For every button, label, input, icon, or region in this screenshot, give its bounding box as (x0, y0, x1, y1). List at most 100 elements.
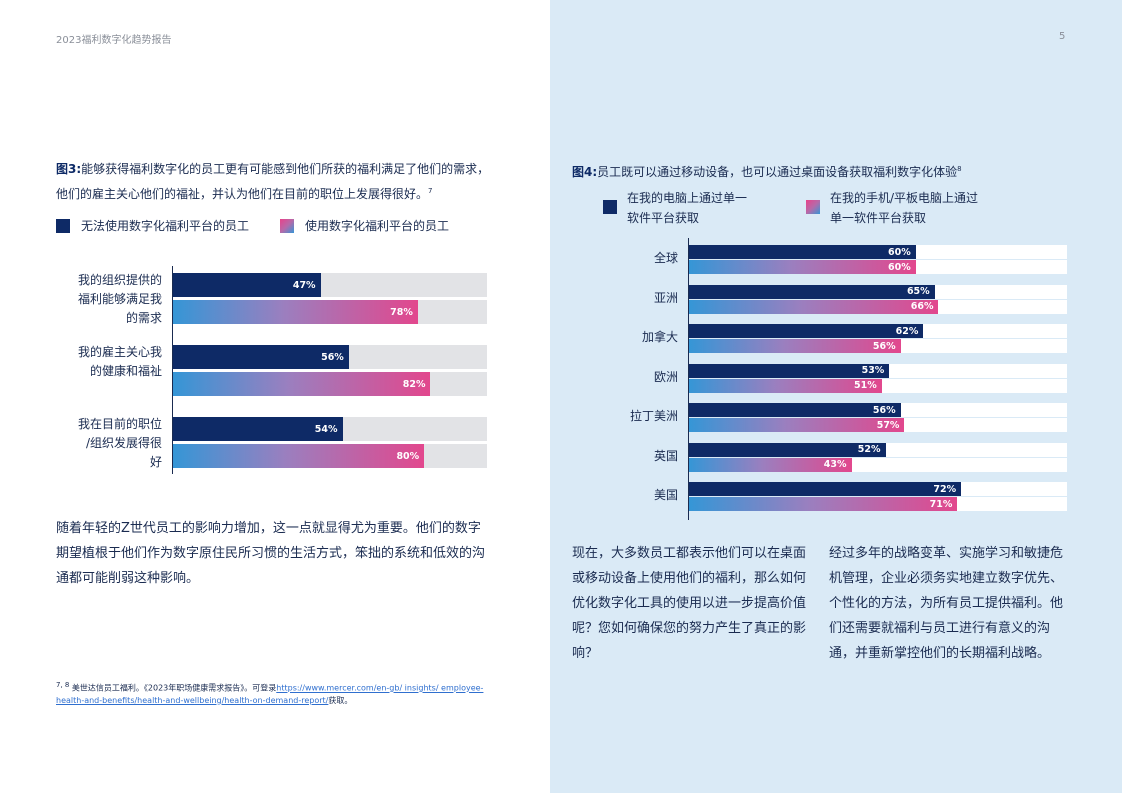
fig4-legend-a-label: 在我的电脑上通过单一软件平台获取 (627, 191, 748, 225)
bar-series-a: 47% (173, 273, 321, 297)
bar-track: 78% (173, 300, 487, 324)
bar-track: 62% (689, 324, 1067, 338)
data-label: 56% (321, 351, 344, 363)
category-label: 我的雇主关心我 的健康和福祉 (77, 345, 162, 378)
bar-series-b: 82% (173, 372, 431, 396)
category-label: 全球 (653, 251, 678, 265)
bar-series-a: 60% (689, 245, 916, 259)
category-label: 我的组织提供的 福利能够满足我 的需求 (77, 273, 162, 325)
data-label: 53% (861, 365, 885, 376)
bar-track: 47% (173, 273, 487, 297)
fig4-caption-text: 员工既可以通过移动设备，也可以通过桌面设备获取福利数字化体验 (597, 165, 958, 179)
bar-series-b: 78% (173, 300, 418, 324)
right-panel-background (550, 0, 1122, 793)
category-label: 亚洲 (653, 290, 678, 305)
fig3-legend-b-label: 使用数字化福利平台的员工 (305, 219, 450, 233)
bar-series-a: 56% (173, 345, 349, 369)
bar-track: 65% (689, 284, 1067, 299)
data-label: 56% (872, 340, 896, 352)
bar-series-b: 56% (689, 339, 901, 353)
bar-series-b: 71% (689, 497, 958, 511)
bar-series-b: 51% (689, 378, 882, 393)
fig4-legend-b-label: 在我的手机/平板电脑上通过单一软件平台获取 (830, 191, 979, 225)
bar-track: 56% (689, 339, 1067, 353)
fig3-caption-text: 能够获得福利数字化的员工更有可能感到他们所获的福利满足了他们的需求，他们的雇主关… (56, 162, 490, 201)
bar-track: 53% (689, 363, 1067, 378)
data-label: 60% (888, 246, 911, 258)
footnote-suffix: 获取。 (328, 695, 353, 705)
bar-track: 71% (689, 497, 1067, 511)
data-label: 54% (314, 423, 338, 435)
bar-track: 66% (689, 299, 1067, 314)
page-number: 5 (1059, 31, 1066, 42)
fig4-legend-b: 在我的手机/平板电脑上通过单一软件平台获取 (806, 188, 990, 228)
footnote-text: 美世达信员工福利。《2023年职场健康需求报告》。可登录 (71, 683, 277, 693)
bar-track: 56% (173, 345, 487, 369)
bar-track: 52% (689, 442, 1067, 457)
data-label: 82% (402, 378, 426, 390)
chart-axis (172, 266, 173, 474)
data-label: 80% (396, 450, 420, 462)
fig4-caption-ref: 8 (957, 165, 962, 173)
navy-swatch (56, 219, 70, 233)
chart-axis (688, 238, 689, 520)
fig4-caption: 图4:员工既可以通过移动设备，也可以通过桌面设备获取福利数字化体验8 (572, 158, 1092, 183)
footnote-link[interactable]: https://www.mercer.com/en-gb/ insights/ … (56, 683, 484, 705)
category-label: 我在目前的职位/组织发展得很好 (77, 417, 162, 469)
bar-track: 80% (173, 444, 487, 468)
category-label: 英国 (653, 448, 678, 463)
fig3-caption: 图3:能够获得福利数字化的员工更有可能感到他们所获的福利满足了他们的需求，他们的… (56, 158, 496, 205)
data-label: 65% (906, 286, 930, 297)
data-label: 43% (823, 459, 847, 470)
bar-series-b: 80% (173, 444, 425, 468)
category-label: 欧洲 (653, 369, 678, 384)
data-label: 60% (888, 261, 911, 273)
category-label: 美国 (653, 488, 678, 502)
report-title: 2023福利数字化趋势报告 (56, 35, 172, 46)
bar-series-b: 57% (689, 418, 905, 432)
data-label: 62% (895, 325, 919, 337)
data-label: 56% (872, 404, 896, 416)
bar-track: 60% (689, 260, 1067, 274)
gradient-swatch (280, 219, 294, 233)
bar-series-b: 66% (689, 299, 939, 314)
gradient-swatch (806, 200, 820, 214)
bar-track: 43% (689, 457, 1067, 472)
bar-series-b: 43% (689, 457, 852, 472)
data-label: 51% (854, 380, 877, 391)
fig3-caption-ref: 7 (428, 187, 433, 195)
data-label: 66% (910, 301, 934, 312)
bar-track: 51% (689, 378, 1067, 393)
bar-series-a: 52% (689, 442, 886, 457)
left-paragraph: 随着年轻的Z世代员工的影响力增加，这一点就显得尤为重要。他们的数字期望植根于他们… (56, 521, 486, 586)
bar-series-a: 65% (689, 284, 935, 299)
data-label: 57% (876, 419, 900, 431)
footnote: 7, 8 美世达信员工福利。《2023年职场健康需求报告》。可登录https:/… (56, 679, 496, 707)
bar-series-a: 53% (689, 363, 890, 378)
bar-series-a: 72% (689, 482, 962, 496)
bar-track: 82% (173, 372, 487, 396)
category-label: 加拿大 (641, 330, 678, 344)
bar-track: 57% (689, 418, 1067, 432)
bar-series-b: 60% (689, 260, 916, 274)
footnote-ref: 7, 8 (56, 681, 70, 689)
bar-series-a: 56% (689, 403, 901, 417)
data-label: 71% (929, 498, 953, 510)
fig3-legend-a-label: 无法使用数字化福利平台的员工 (81, 219, 250, 233)
fig4-legend-a: 在我的电脑上通过单一软件平台获取 (603, 188, 747, 228)
data-label: 72% (933, 483, 957, 495)
data-label: 52% (857, 444, 881, 455)
bar-track: 54% (173, 417, 487, 441)
category-label: 拉丁美洲 (629, 409, 678, 423)
bar-track: 72% (689, 482, 1067, 496)
bar-track: 56% (689, 403, 1067, 417)
bar-series-a: 62% (689, 324, 924, 338)
right-paragraph-2: 经过多年的战略变革、实施学习和敏捷危机管理，企业必须务实地建立数字优先、个性化的… (829, 546, 1064, 661)
fig4-caption-label: 图4: (572, 165, 598, 179)
right-paragraph-1: 现在，大多数员工都表示他们可以在桌面或移动设备上使用他们的福利，那么如何优化数字… (572, 546, 807, 661)
bar-track: 60% (689, 245, 1067, 259)
bar-series-a: 54% (173, 417, 343, 441)
fig3-legend-b: 使用数字化福利平台的员工 (280, 216, 449, 236)
fig3-caption-label: 图3: (56, 162, 82, 176)
data-label: 78% (390, 306, 413, 318)
